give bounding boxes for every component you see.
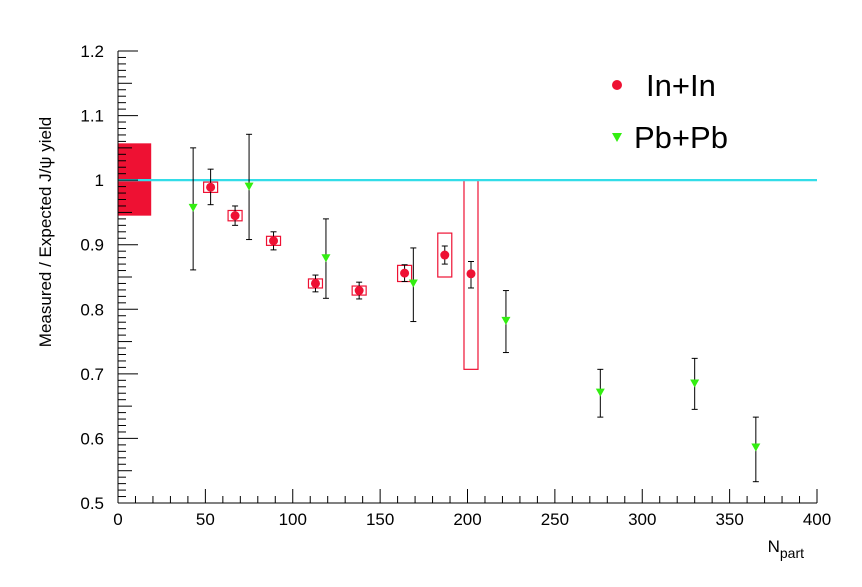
- legend-label-pb-pb: Pb+Pb: [634, 120, 728, 155]
- marker-layer: [188, 182, 761, 452]
- pb-pb-point: [321, 254, 331, 263]
- x-tick-label: 0: [113, 510, 122, 529]
- in-in-point: [400, 268, 410, 278]
- x-tick-label: 300: [628, 510, 656, 529]
- axes-layer: 0 50 100 150 200 250 300 350 400 0.5 0.6 0.7 0.8 0.9 1…: [80, 42, 831, 529]
- legend-marker-pb-pb: [612, 133, 622, 142]
- pb-pb-point: [408, 279, 418, 288]
- pb-pb-point: [751, 443, 761, 452]
- systematic-layer: [118, 143, 479, 370]
- in-in-point: [230, 211, 240, 221]
- in-in-point: [466, 269, 476, 279]
- y-tick-label: 0.5: [80, 494, 104, 513]
- in-in-point: [310, 278, 320, 288]
- in-in-systematic-box: [437, 232, 453, 278]
- y-tick-label: 0.7: [80, 365, 104, 384]
- x-tick-label: 250: [541, 510, 569, 529]
- x-tick-label: 350: [715, 510, 743, 529]
- x-axis-title: Npart: [768, 537, 805, 561]
- in-in-point: [269, 236, 279, 246]
- in-in-point: [206, 182, 216, 192]
- y-tick-label: 1.1: [80, 107, 104, 126]
- y-tick-label: 1.2: [80, 42, 104, 61]
- x-tick-label: 150: [366, 510, 394, 529]
- error-bar-layer: [190, 133, 759, 483]
- legend: In+In Pb+Pb: [612, 68, 728, 155]
- legend-marker-in-in: [612, 80, 622, 90]
- in-in-point: [440, 250, 450, 260]
- pb-pb-point: [244, 182, 254, 191]
- y-tick-label: 0.6: [80, 429, 104, 448]
- y-axis-title: Measured / Expected J/ψ yield: [36, 117, 55, 347]
- pb-pb-point: [188, 203, 198, 212]
- pb-pb-point: [595, 388, 605, 397]
- x-tick-label: 100: [279, 510, 307, 529]
- y-tick-label: 0.8: [80, 300, 104, 319]
- in-in-point: [354, 286, 364, 296]
- legend-label-in-in: In+In: [646, 68, 716, 103]
- x-tick-label: 400: [803, 510, 831, 529]
- x-tick-label: 200: [453, 510, 481, 529]
- y-tick-label: 1: [95, 171, 104, 190]
- pb-pb-point: [690, 379, 700, 388]
- pb-pb-point: [501, 316, 511, 325]
- y-tick-label: 0.9: [80, 236, 104, 255]
- x-tick-label: 50: [196, 510, 215, 529]
